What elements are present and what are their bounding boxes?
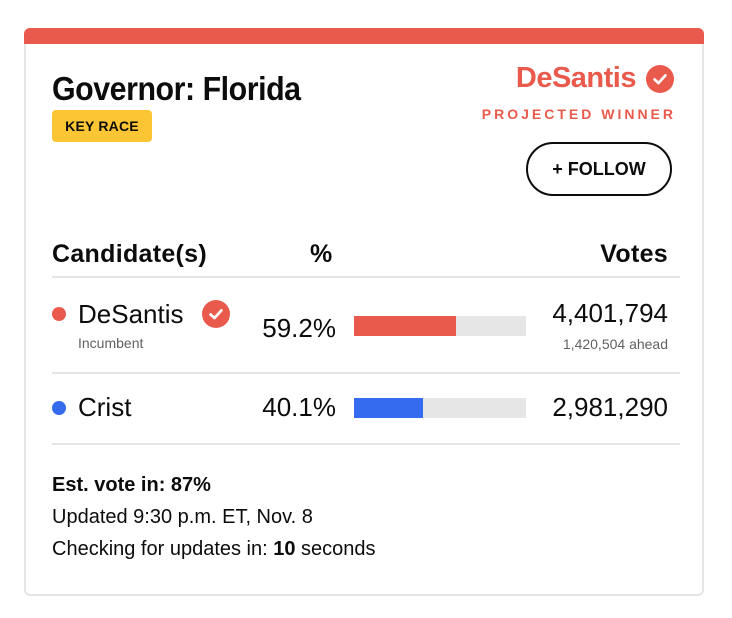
race-card-accent-bar xyxy=(24,28,704,44)
header-percent: % xyxy=(310,240,333,268)
divider xyxy=(52,372,680,374)
candidate-color-dot xyxy=(52,401,66,415)
race-title: Governor: Florida xyxy=(52,70,301,107)
candidate-percent: 59.2% xyxy=(262,313,336,343)
race-card: Governor: Florida KEY RACE DeSantis PROJ… xyxy=(24,28,704,596)
update-countdown: Checking for updates in: 10 seconds xyxy=(52,538,376,561)
candidate-percent: 40.1% xyxy=(262,392,336,422)
update-countdown-prefix: Checking for updates in: xyxy=(52,538,274,560)
vote-share-bar-fill xyxy=(354,398,423,418)
candidate-name: Crist xyxy=(78,392,132,422)
header-candidates: Candidate(s) xyxy=(52,240,208,268)
check-circle-icon xyxy=(646,64,674,93)
update-countdown-suffix: seconds xyxy=(295,538,376,560)
follow-button[interactable]: + FOLLOW xyxy=(526,142,672,196)
vote-share-bar xyxy=(354,398,526,418)
vote-share-bar xyxy=(354,316,526,336)
updated-timestamp: Updated 9:30 p.m. ET, Nov. 8 xyxy=(52,506,313,528)
update-countdown-value: 10 xyxy=(273,538,296,560)
check-circle-icon xyxy=(202,300,230,328)
candidate-votes: 4,401,794 xyxy=(552,298,668,328)
divider xyxy=(52,276,680,278)
votes-ahead: 1,420,504 ahead xyxy=(562,336,668,352)
candidate-status: Incumbent xyxy=(78,335,144,351)
candidate-votes: 2,981,290 xyxy=(552,392,668,422)
key-race-badge: KEY RACE xyxy=(52,110,152,142)
candidate-name: DeSantis xyxy=(78,299,184,329)
divider xyxy=(52,443,680,445)
vote-share-bar-fill xyxy=(354,316,456,336)
estimated-vote-in: Est. vote in: 87% xyxy=(52,474,211,496)
projected-winner-label: PROJECTED WINNER xyxy=(481,106,676,122)
candidate-color-dot xyxy=(52,307,66,321)
projected-winner: DeSantis xyxy=(516,62,674,95)
projected-winner-name: DeSantis xyxy=(515,62,637,94)
header-votes: Votes xyxy=(600,240,668,268)
